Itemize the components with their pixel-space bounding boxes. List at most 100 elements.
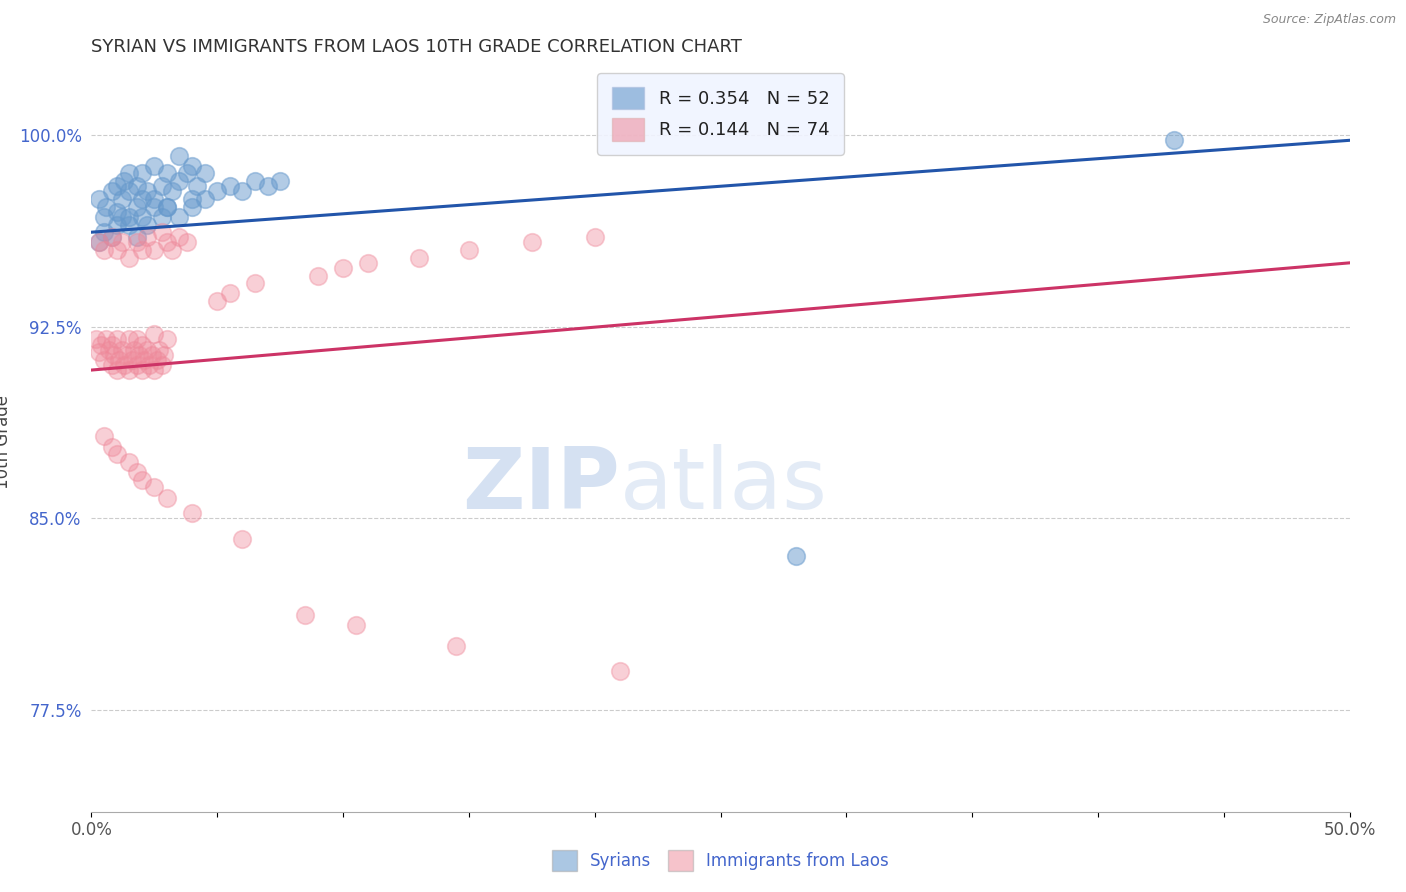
Point [96,333,118,347]
Point [156,333,179,347]
Point [110,210,132,224]
Point [110,235,132,250]
Point [105,363,128,377]
Point [357,256,380,270]
Point [186,179,208,194]
Point [118,218,141,232]
Point [118,363,141,377]
Point [156,200,179,214]
Point [146,352,169,367]
Point [135,185,157,199]
Point [103,348,125,362]
Point [194,166,217,180]
Point [785,549,807,564]
Point [86,333,108,347]
Point [100,440,122,454]
Point [93,225,115,239]
Point [105,447,128,461]
Point [408,251,430,265]
Point [176,235,198,250]
Point [307,268,329,283]
Point [156,166,179,180]
Point [143,327,166,342]
Point [118,210,141,224]
Point [446,639,468,653]
Point [110,343,132,357]
Point [156,235,179,250]
Point [121,352,143,367]
Point [105,243,128,257]
Text: Source: ZipAtlas.com: Source: ZipAtlas.com [1263,13,1396,27]
Point [231,185,253,199]
Point [148,343,170,357]
Point [150,210,173,224]
Point [87,235,110,250]
Point [93,352,115,367]
Point [332,260,354,275]
Point [243,174,266,188]
Point [457,243,479,257]
Point [134,352,156,367]
Point [100,230,122,244]
Point [118,455,141,469]
Point [125,230,148,244]
Point [125,465,148,479]
Point [125,200,148,214]
Point [176,166,198,180]
Point [243,277,266,291]
Point [153,348,176,362]
Point [131,210,153,224]
Point [112,358,135,372]
Point [87,235,110,250]
Point [294,608,316,623]
Point [93,429,115,443]
Point [156,200,179,214]
Point [118,251,141,265]
Point [169,174,191,188]
Point [143,159,166,173]
Point [135,230,157,244]
Point [128,348,150,362]
Point [90,337,112,351]
Point [131,192,153,206]
Point [98,343,121,357]
Point [143,200,166,214]
Point [169,230,191,244]
Point [118,185,141,199]
Point [520,235,543,250]
Point [156,491,179,505]
Text: ZIP: ZIP [463,444,620,527]
Point [100,337,122,351]
Point [100,185,122,199]
Point [105,179,128,194]
Point [131,337,153,351]
Point [96,200,118,214]
Point [150,179,173,194]
Point [218,286,240,301]
Point [105,204,128,219]
Point [169,210,191,224]
Legend: Syrians, Immigrants from Laos: Syrians, Immigrants from Laos [546,844,896,878]
Point [583,230,606,244]
Point [105,218,128,232]
Point [115,348,138,362]
Point [150,358,173,372]
Point [93,243,115,257]
Point [181,200,204,214]
Point [141,348,163,362]
Point [1163,133,1185,147]
Point [181,192,204,206]
Point [135,343,157,357]
Point [194,192,217,206]
Point [118,166,141,180]
Point [181,159,204,173]
Point [131,243,153,257]
Point [135,218,157,232]
Point [100,230,122,244]
Point [93,210,115,224]
Point [256,179,278,194]
Point [105,333,128,347]
Point [143,363,166,377]
Point [143,243,166,257]
Point [169,148,191,162]
